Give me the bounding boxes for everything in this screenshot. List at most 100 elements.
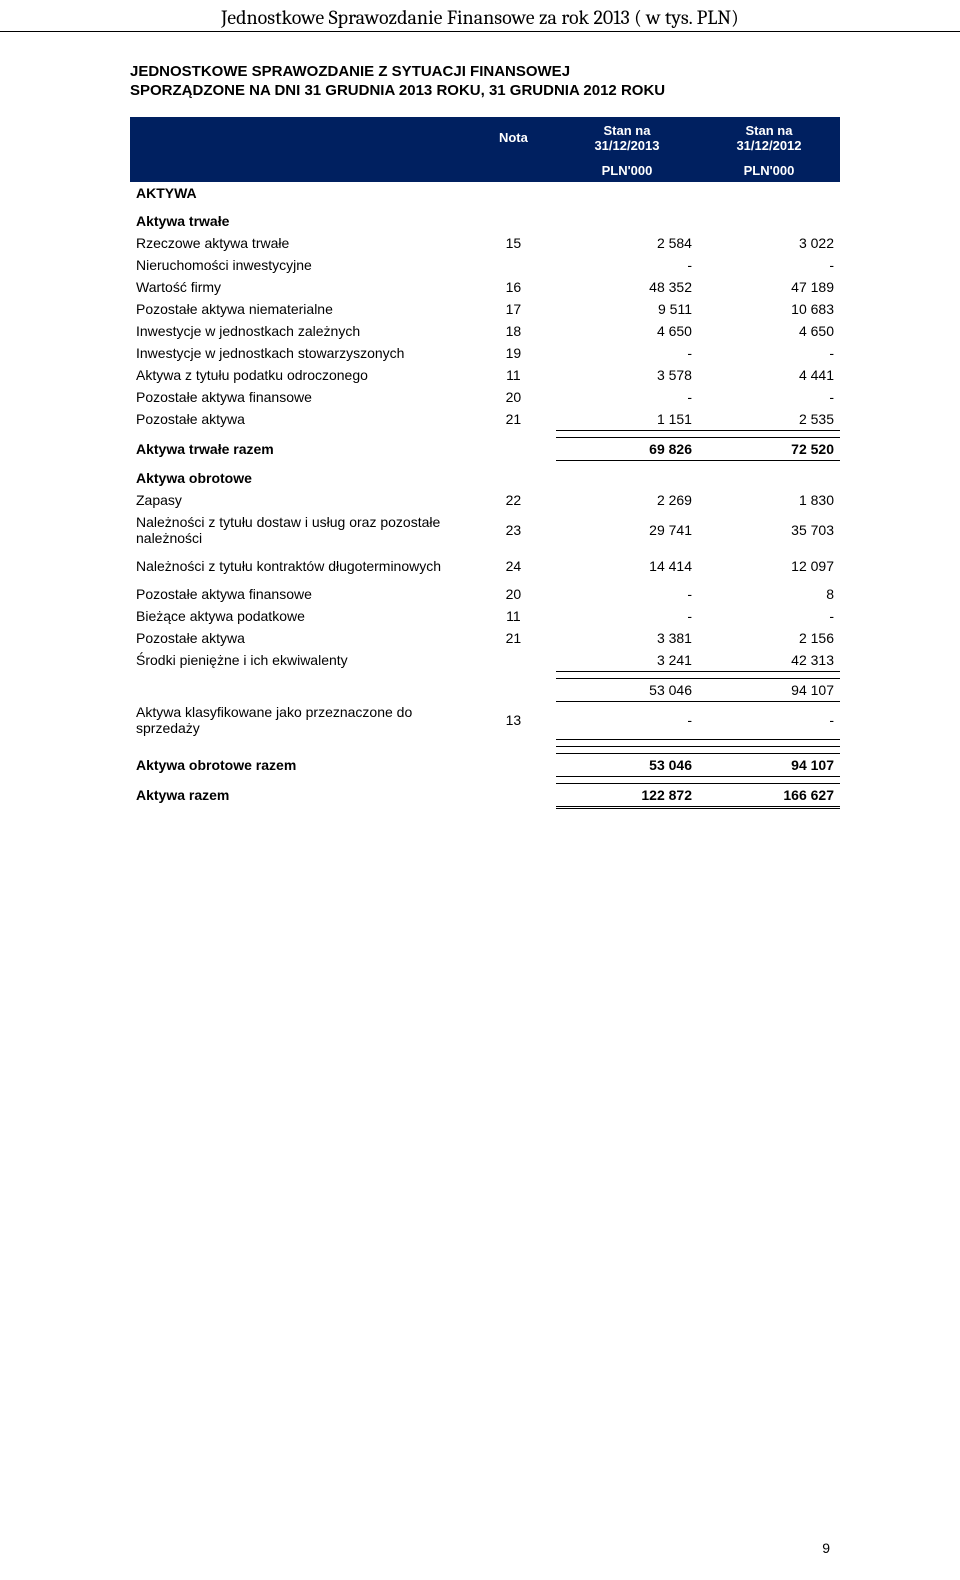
table-row: Należności z tytułu dostaw i usług oraz …: [130, 511, 840, 549]
row-v2: 35 703: [698, 511, 840, 549]
row-v2: -: [698, 386, 840, 408]
table-row: Pozostałe aktywa211 1512 535: [130, 408, 840, 431]
table-row: Należności z tytułu kontraktów długoterm…: [130, 555, 840, 577]
col-nota: Nota: [471, 117, 556, 159]
row-v1: -: [556, 342, 698, 364]
sec-obrotowe-row: Aktywa obrotowe: [130, 467, 840, 489]
row-v2: 4 441: [698, 364, 840, 386]
row-nota: 11: [471, 364, 556, 386]
row-nota: 18: [471, 320, 556, 342]
row-label: Pozostałe aktywa niematerialne: [130, 298, 471, 320]
aktywa-heading-row: AKTYWA: [130, 182, 840, 204]
trwale-total-v2: 72 520: [698, 437, 840, 460]
row-v2: 12 097: [698, 555, 840, 577]
obrotowe-subtotal-v2: 94 107: [698, 678, 840, 701]
row-v2: 47 189: [698, 276, 840, 298]
row-v2: -: [698, 254, 840, 276]
row-label: Pozostałe aktywa finansowe: [130, 386, 471, 408]
row-label: Środki pieniężne i ich ekwiwalenty: [130, 649, 471, 672]
row-v1: 9 511: [556, 298, 698, 320]
row-v2: -: [698, 342, 840, 364]
row-label: Pozostałe aktywa: [130, 627, 471, 649]
aktywa-razem-row: Aktywa razem 122 872 166 627: [130, 783, 840, 807]
klasyfik-v2: -: [698, 701, 840, 739]
row-v2: 8: [698, 583, 840, 605]
row-nota: 22: [471, 489, 556, 511]
table-row: Wartość firmy1648 35247 189: [130, 276, 840, 298]
table-row: Zapasy222 2691 830: [130, 489, 840, 511]
row-label: Wartość firmy: [130, 276, 471, 298]
row-v1: -: [556, 583, 698, 605]
row-v1: 3 381: [556, 627, 698, 649]
obrotowe-total-v2: 94 107: [698, 753, 840, 776]
row-v1: -: [556, 605, 698, 627]
trwale-total-row: Aktywa trwałe razem 69 826 72 520: [130, 437, 840, 460]
sec-obrotowe: Aktywa obrotowe: [130, 467, 471, 489]
row-label: Rzeczowe aktywa trwałe: [130, 232, 471, 254]
doc-header: Jednostkowe Sprawozdanie Finansowe za ro…: [0, 0, 960, 32]
table-row: Pozostałe aktywa finansowe20-8: [130, 583, 840, 605]
table-row: Pozostałe aktywa finansowe20--: [130, 386, 840, 408]
row-nota: 21: [471, 408, 556, 431]
section-title-line2: SPORZĄDZONE NA DNI 31 GRUDNIA 2013 ROKU,…: [130, 82, 840, 99]
obrotowe-total-v1: 53 046: [556, 753, 698, 776]
row-nota: 15: [471, 232, 556, 254]
row-v2: 1 830: [698, 489, 840, 511]
col-h1a: Stan na: [562, 123, 692, 138]
row-v1: 48 352: [556, 276, 698, 298]
col-h1b: 31/12/2013: [562, 138, 692, 153]
row-v1: -: [556, 386, 698, 408]
row-nota: 16: [471, 276, 556, 298]
row-v1: 2 584: [556, 232, 698, 254]
sec-trwale-row: Aktywa trwałe: [130, 210, 840, 232]
row-v1: 14 414: [556, 555, 698, 577]
col-h2a: Stan na: [704, 123, 834, 138]
row-label: Nieruchomości inwestycyjne: [130, 254, 471, 276]
row-v2: 42 313: [698, 649, 840, 672]
obrotowe-total-row: Aktywa obrotowe razem 53 046 94 107: [130, 753, 840, 776]
row-v2: 4 650: [698, 320, 840, 342]
table-row: Rzeczowe aktywa trwałe152 5843 022: [130, 232, 840, 254]
table-row: Inwestycje w jednostkach zależnych184 65…: [130, 320, 840, 342]
row-nota: 19: [471, 342, 556, 364]
row-nota: 20: [471, 583, 556, 605]
unit1: PLN'000: [556, 159, 698, 182]
row-label: Zapasy: [130, 489, 471, 511]
table-header-row: Nota Stan na 31/12/2013 Stan na 31/12/20…: [130, 117, 840, 159]
row-v2: 2 156: [698, 627, 840, 649]
col-h2b: 31/12/2012: [704, 138, 834, 153]
row-nota: 24: [471, 555, 556, 577]
row-nota: [471, 254, 556, 276]
unit2: PLN'000: [698, 159, 840, 182]
row-nota: 11: [471, 605, 556, 627]
row-nota: 20: [471, 386, 556, 408]
row-v1: 3 241: [556, 649, 698, 672]
table-row: Pozostałe aktywa niematerialne179 51110 …: [130, 298, 840, 320]
row-v1: 4 650: [556, 320, 698, 342]
obrotowe-subtotal-row: 53 046 94 107: [130, 678, 840, 701]
trwale-total-v1: 69 826: [556, 437, 698, 460]
sec-trwale: Aktywa trwałe: [130, 210, 471, 232]
row-v1: 3 578: [556, 364, 698, 386]
table-row: Bieżące aktywa podatkowe11--: [130, 605, 840, 627]
row-label: Aktywa z tytułu podatku odroczonego: [130, 364, 471, 386]
klasyfik-nota: 13: [471, 701, 556, 739]
row-label: Pozostałe aktywa: [130, 408, 471, 431]
col-period2: Stan na 31/12/2012: [698, 117, 840, 159]
row-v1: 2 269: [556, 489, 698, 511]
klasyfik-underline: [130, 739, 840, 746]
row-label: Należności z tytułu dostaw i usług oraz …: [130, 511, 471, 549]
row-nota: 21: [471, 627, 556, 649]
row-v1: -: [556, 254, 698, 276]
row-label: Inwestycje w jednostkach zależnych: [130, 320, 471, 342]
klasyfik-v1: -: [556, 701, 698, 739]
page-number: 9: [822, 1540, 830, 1556]
klasyfik-label: Aktywa klasyfikowane jako przeznaczone d…: [130, 701, 471, 739]
trwale-total-label: Aktywa trwałe razem: [130, 437, 471, 460]
obrotowe-subtotal-v1: 53 046: [556, 678, 698, 701]
row-nota: 17: [471, 298, 556, 320]
row-nota: 23: [471, 511, 556, 549]
row-v2: 2 535: [698, 408, 840, 431]
row-nota: [471, 649, 556, 672]
aktywa-razem-label: Aktywa razem: [130, 783, 471, 807]
